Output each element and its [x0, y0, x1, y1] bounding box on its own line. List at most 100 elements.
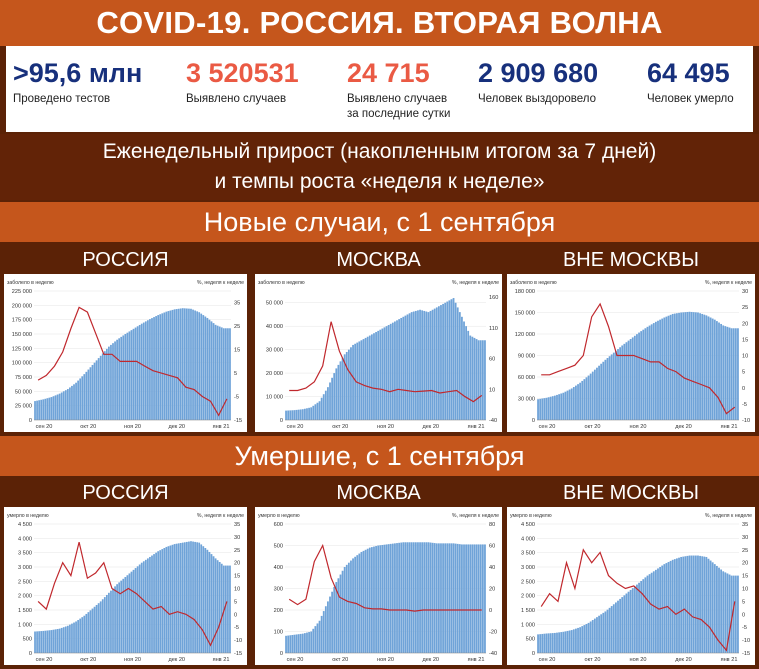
bar — [373, 546, 375, 653]
bar — [183, 542, 186, 653]
bar — [112, 343, 114, 420]
y-right-tick-label: 110 — [489, 326, 498, 332]
right-axis-label: %, неделя к неделе — [452, 513, 499, 519]
bar — [202, 315, 205, 420]
bar — [406, 542, 409, 653]
bar — [705, 556, 708, 653]
bar — [151, 555, 153, 653]
bar — [417, 310, 419, 420]
bar — [147, 558, 149, 653]
bar — [479, 544, 482, 653]
bar — [633, 586, 636, 653]
bar — [699, 313, 701, 420]
bar — [155, 316, 157, 420]
bar — [545, 633, 548, 653]
bar — [659, 319, 661, 420]
bar — [345, 564, 348, 653]
bar — [142, 322, 145, 420]
bar — [589, 621, 592, 653]
bar — [615, 350, 617, 420]
bar — [394, 321, 396, 420]
bar — [347, 349, 350, 420]
y-left-tick-label: 60 000 — [518, 375, 535, 381]
bar — [654, 569, 657, 653]
bar — [598, 365, 600, 420]
bar — [547, 633, 550, 653]
stat-daily-cases: 24 715 Выявлено случаев за последние сут… — [347, 46, 450, 122]
bar — [110, 590, 112, 653]
x-tick-label: окт 20 — [332, 657, 348, 663]
bar — [173, 544, 176, 653]
bar — [138, 564, 141, 653]
bar — [91, 608, 94, 653]
bar — [583, 625, 586, 653]
bar — [437, 543, 440, 653]
bar — [724, 572, 727, 653]
y-left-tick-label: 2 500 — [521, 579, 535, 585]
bar — [306, 408, 308, 420]
bar — [81, 617, 84, 653]
bar — [224, 565, 227, 653]
bar — [638, 582, 640, 653]
x-tick-label: окт 20 — [585, 424, 601, 430]
y-left-tick-label: 100 000 — [12, 361, 32, 367]
bar — [38, 631, 41, 653]
bar — [293, 410, 296, 420]
stat-tests-value: >95,6 млн — [13, 58, 143, 88]
bar — [406, 314, 409, 420]
bar — [730, 328, 733, 420]
bar — [204, 316, 207, 420]
x-tick-label: янв 21 — [213, 424, 230, 430]
bar — [126, 332, 129, 420]
bar — [604, 359, 607, 420]
bar — [612, 352, 615, 420]
bar — [50, 630, 53, 653]
bar — [452, 543, 455, 653]
bar — [69, 387, 71, 420]
x-tick-label: дек 20 — [675, 424, 692, 430]
bar — [316, 623, 319, 653]
bar — [686, 311, 689, 420]
bar — [450, 543, 453, 653]
growth-line — [541, 302, 736, 415]
bar — [431, 542, 434, 653]
x-tick-label: янв 21 — [721, 424, 738, 430]
bar — [140, 323, 143, 420]
y-left-tick-label: 120 000 — [515, 332, 535, 338]
bar — [44, 398, 47, 420]
bar — [705, 315, 708, 420]
stat-tests-label: Проведено тестов — [13, 93, 111, 105]
bar — [541, 633, 544, 653]
bar — [694, 312, 697, 420]
bar — [295, 634, 298, 653]
bar — [358, 553, 361, 653]
bar — [713, 564, 716, 653]
bar — [198, 312, 201, 420]
y-right-tick-label: -10 — [742, 638, 750, 644]
chart-deaths-moscow-svg: умерло в неделю%, неделя к неделе0100200… — [258, 513, 499, 663]
bar — [322, 611, 325, 653]
y-left-tick-label: 0 — [29, 418, 32, 424]
bar — [89, 610, 92, 653]
x-tick-label: окт 20 — [80, 424, 96, 430]
y-left-tick-label: 75 000 — [15, 375, 32, 381]
growth-line — [37, 541, 228, 647]
bar — [165, 311, 168, 420]
bar — [190, 541, 192, 653]
bar — [58, 393, 61, 420]
bar — [287, 410, 290, 420]
bar — [701, 556, 704, 653]
bar — [568, 389, 571, 420]
bar — [577, 384, 579, 420]
bar — [175, 543, 178, 653]
bar — [722, 571, 725, 653]
bar — [720, 323, 723, 420]
bar — [648, 325, 651, 420]
bar — [575, 628, 577, 653]
bar — [732, 575, 735, 653]
bar — [381, 328, 384, 420]
bar — [377, 545, 380, 653]
bar — [617, 349, 619, 420]
y-right-tick-label: 30 — [742, 535, 748, 541]
bar — [619, 347, 622, 420]
